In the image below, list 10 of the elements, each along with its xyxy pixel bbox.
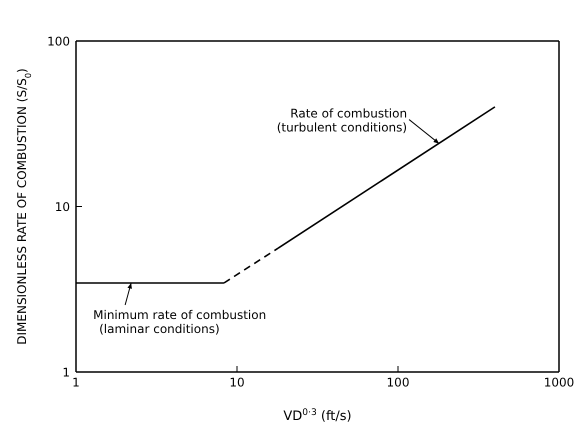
x-tick-label: 100: [386, 376, 410, 390]
x-tick-label: 10: [229, 376, 245, 390]
x-tick-label: 1000: [544, 376, 574, 390]
x-axis-title: VD$^{0·3}$ (ft/s): [283, 408, 352, 424]
y-tick-label: 1: [62, 365, 70, 380]
y-tick-label: 100: [47, 34, 70, 48]
annotation: Minimum rate of combustion (laminar conditions): [93, 308, 266, 336]
annotation: Rate of combustion (turbulent conditions): [276, 106, 408, 135]
x-tick-label: 1: [72, 376, 80, 390]
y-tick-label: 10: [54, 200, 70, 214]
